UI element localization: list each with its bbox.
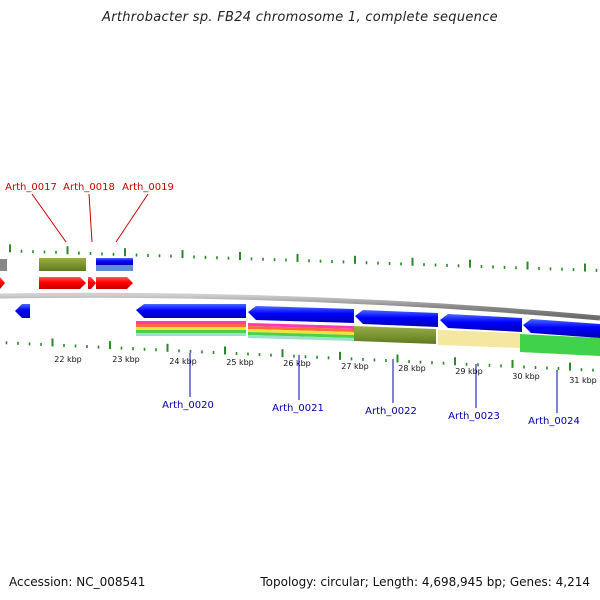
gene-arrow-arth-0019[interactable] — [96, 277, 133, 289]
leader-line — [88, 193, 93, 243]
gene-arrow-arth-0024[interactable] — [523, 319, 600, 338]
reverse-strand-track — [15, 304, 600, 356]
feature-olive-0022 — [354, 326, 436, 344]
kbp-label: 24 kbp — [169, 357, 197, 366]
feature-khaki-0023 — [438, 330, 520, 348]
feature-blue-0019 — [96, 258, 133, 265]
gene-label-arth-0023[interactable]: Arth_0023 — [448, 411, 500, 422]
kbp-label: 25 kbp — [226, 358, 254, 367]
gene-label-arth-0020[interactable]: Arth_0020 — [162, 400, 214, 411]
gene-arrow-arth-0020[interactable] — [136, 304, 246, 318]
lower-tick-row — [5, 338, 594, 372]
gene-label-arth-0019[interactable]: Arth_0019 — [122, 182, 174, 193]
kbp-label: 27 kbp — [341, 362, 369, 371]
leader-line — [115, 193, 149, 243]
accession-text: Accession: NC_008541 — [9, 575, 146, 589]
partial-feature — [0, 259, 7, 271]
kbp-label: 30 kbp — [512, 372, 540, 381]
kbp-label: 26 kbp — [283, 359, 311, 368]
gene-label-arth-0017[interactable]: Arth_0017 — [5, 182, 57, 193]
forward-strand-track — [0, 258, 133, 289]
gene-label-arth-0018[interactable]: Arth_0018 — [63, 182, 115, 193]
map-title: Arthrobacter sp. FB24 chromosome 1, comp… — [102, 10, 498, 25]
feature-steelblue-0019 — [96, 265, 133, 271]
gene-arrow-arth-0017[interactable] — [39, 277, 86, 289]
gene-arrow-arth-0023[interactable] — [440, 314, 522, 332]
kbp-label: 29 kbp — [455, 367, 483, 376]
bottom-gene-labels: Arth_0020 Arth_0021 Arth_0022 Arth_0023 Arth… — [162, 353, 580, 427]
feature-olive-0017 — [39, 258, 86, 271]
kbp-label: 28 kbp — [398, 364, 426, 373]
gene-label-arth-0022[interactable]: Arth_0022 — [365, 406, 417, 417]
kbp-label: 22 kbp — [54, 355, 82, 364]
kbp-scale: 22 kbp 23 kbp 24 kbp 25 kbp 26 kbp 27 kbp 28 k… — [54, 355, 597, 385]
gene-arrow-arth-0022[interactable] — [355, 310, 438, 327]
leader-line — [31, 193, 67, 243]
feature-green-0024 — [520, 334, 600, 356]
upper-tick-row — [9, 244, 598, 272]
gene-arrow-left-partial[interactable] — [15, 304, 30, 318]
gene-arrow-arth-0021[interactable] — [248, 306, 354, 323]
summary-text: Topology: circular; Length: 4,698,945 bp… — [260, 575, 590, 589]
gene-arrow-partial[interactable] — [0, 277, 5, 289]
annotation-band — [136, 321, 354, 341]
top-gene-labels: Arth_0017 Arth_0018 Arth_0019 — [5, 182, 174, 243]
kbp-label: 23 kbp — [112, 355, 140, 364]
chromosome-backbone — [0, 292, 600, 321]
kbp-label: 31 kbp — [569, 376, 597, 385]
gene-label-arth-0021[interactable]: Arth_0021 — [272, 403, 324, 414]
gene-label-arth-0024[interactable]: Arth_0024 — [528, 416, 580, 427]
gene-arrow-arth-0018[interactable] — [88, 277, 96, 289]
